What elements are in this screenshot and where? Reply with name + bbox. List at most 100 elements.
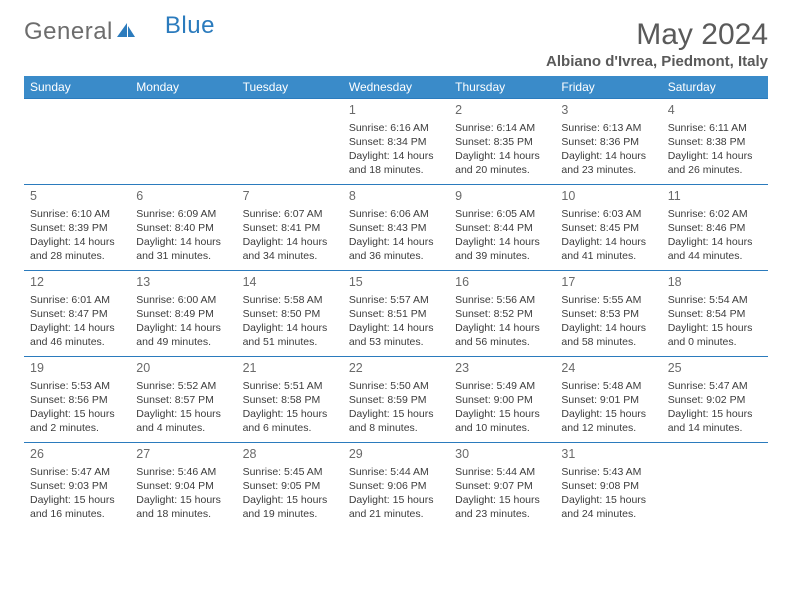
daylight-line: Daylight: 15 hours and 19 minutes. <box>243 493 337 521</box>
sunset-line: Sunset: 9:03 PM <box>30 479 124 493</box>
calendar-body: 1Sunrise: 6:16 AMSunset: 8:34 PMDaylight… <box>24 99 768 529</box>
calendar-day-cell: 28Sunrise: 5:45 AMSunset: 9:05 PMDayligh… <box>237 443 343 529</box>
day-number: 10 <box>561 188 655 205</box>
daylight-line: Daylight: 14 hours and 34 minutes. <box>243 235 337 263</box>
daylight-line: Daylight: 14 hours and 49 minutes. <box>136 321 230 349</box>
sunrise-line: Sunrise: 6:03 AM <box>561 207 655 221</box>
day-number: 7 <box>243 188 337 205</box>
daylight-line: Daylight: 15 hours and 12 minutes. <box>561 407 655 435</box>
sunrise-line: Sunrise: 5:47 AM <box>668 379 762 393</box>
sunset-line: Sunset: 9:05 PM <box>243 479 337 493</box>
sunset-line: Sunset: 8:49 PM <box>136 307 230 321</box>
sunrise-line: Sunrise: 5:49 AM <box>455 379 549 393</box>
sunrise-line: Sunrise: 6:10 AM <box>30 207 124 221</box>
daylight-line: Daylight: 15 hours and 6 minutes. <box>243 407 337 435</box>
weekday-header: Monday <box>130 76 236 99</box>
daylight-line: Daylight: 15 hours and 4 minutes. <box>136 407 230 435</box>
calendar-table: SundayMondayTuesdayWednesdayThursdayFrid… <box>24 76 768 529</box>
daylight-line: Daylight: 14 hours and 58 minutes. <box>561 321 655 349</box>
weekday-header: Sunday <box>24 76 130 99</box>
day-number: 3 <box>561 102 655 119</box>
calendar-day-cell: 27Sunrise: 5:46 AMSunset: 9:04 PMDayligh… <box>130 443 236 529</box>
day-number: 15 <box>349 274 443 291</box>
calendar-day-cell: 7Sunrise: 6:07 AMSunset: 8:41 PMDaylight… <box>237 185 343 271</box>
daylight-line: Daylight: 15 hours and 0 minutes. <box>668 321 762 349</box>
day-number: 1 <box>349 102 443 119</box>
day-number: 24 <box>561 360 655 377</box>
day-number: 18 <box>668 274 762 291</box>
calendar-week-row: 19Sunrise: 5:53 AMSunset: 8:56 PMDayligh… <box>24 357 768 443</box>
sunrise-line: Sunrise: 5:44 AM <box>349 465 443 479</box>
calendar-day-cell: 22Sunrise: 5:50 AMSunset: 8:59 PMDayligh… <box>343 357 449 443</box>
sunset-line: Sunset: 8:54 PM <box>668 307 762 321</box>
sunset-line: Sunset: 9:08 PM <box>561 479 655 493</box>
sunrise-line: Sunrise: 5:56 AM <box>455 293 549 307</box>
calendar-day-cell: 26Sunrise: 5:47 AMSunset: 9:03 PMDayligh… <box>24 443 130 529</box>
day-number: 12 <box>30 274 124 291</box>
calendar-day-cell: 21Sunrise: 5:51 AMSunset: 8:58 PMDayligh… <box>237 357 343 443</box>
calendar-day-cell: 29Sunrise: 5:44 AMSunset: 9:06 PMDayligh… <box>343 443 449 529</box>
sunrise-line: Sunrise: 6:01 AM <box>30 293 124 307</box>
sunset-line: Sunset: 9:07 PM <box>455 479 549 493</box>
month-title: May 2024 <box>546 18 768 51</box>
daylight-line: Daylight: 14 hours and 56 minutes. <box>455 321 549 349</box>
daylight-line: Daylight: 15 hours and 10 minutes. <box>455 407 549 435</box>
sunset-line: Sunset: 8:39 PM <box>30 221 124 235</box>
daylight-line: Daylight: 14 hours and 36 minutes. <box>349 235 443 263</box>
day-number: 5 <box>30 188 124 205</box>
day-number: 26 <box>30 446 124 463</box>
day-number: 4 <box>668 102 762 119</box>
sunrise-line: Sunrise: 6:00 AM <box>136 293 230 307</box>
daylight-line: Daylight: 14 hours and 46 minutes. <box>30 321 124 349</box>
weekday-header: Friday <box>555 76 661 99</box>
weekday-header: Wednesday <box>343 76 449 99</box>
sunrise-line: Sunrise: 5:47 AM <box>30 465 124 479</box>
calendar-empty-cell <box>24 99 130 185</box>
calendar-day-cell: 14Sunrise: 5:58 AMSunset: 8:50 PMDayligh… <box>237 271 343 357</box>
calendar-day-cell: 12Sunrise: 6:01 AMSunset: 8:47 PMDayligh… <box>24 271 130 357</box>
daylight-line: Daylight: 15 hours and 18 minutes. <box>136 493 230 521</box>
sunrise-line: Sunrise: 5:46 AM <box>136 465 230 479</box>
daylight-line: Daylight: 14 hours and 26 minutes. <box>668 149 762 177</box>
calendar-empty-cell <box>130 99 236 185</box>
sunset-line: Sunset: 8:56 PM <box>30 393 124 407</box>
sunrise-line: Sunrise: 5:44 AM <box>455 465 549 479</box>
sunset-line: Sunset: 9:00 PM <box>455 393 549 407</box>
calendar-day-cell: 25Sunrise: 5:47 AMSunset: 9:02 PMDayligh… <box>662 357 768 443</box>
sunset-line: Sunset: 8:34 PM <box>349 135 443 149</box>
sunset-line: Sunset: 8:44 PM <box>455 221 549 235</box>
sunset-line: Sunset: 8:45 PM <box>561 221 655 235</box>
sunrise-line: Sunrise: 6:11 AM <box>668 121 762 135</box>
calendar-day-cell: 15Sunrise: 5:57 AMSunset: 8:51 PMDayligh… <box>343 271 449 357</box>
daylight-line: Daylight: 15 hours and 23 minutes. <box>455 493 549 521</box>
day-number: 21 <box>243 360 337 377</box>
sunrise-line: Sunrise: 6:02 AM <box>668 207 762 221</box>
calendar-day-cell: 8Sunrise: 6:06 AMSunset: 8:43 PMDaylight… <box>343 185 449 271</box>
calendar-day-cell: 3Sunrise: 6:13 AMSunset: 8:36 PMDaylight… <box>555 99 661 185</box>
logo-text-blue: Blue <box>165 12 215 40</box>
weekday-header: Thursday <box>449 76 555 99</box>
sunset-line: Sunset: 9:04 PM <box>136 479 230 493</box>
sunset-line: Sunset: 9:02 PM <box>668 393 762 407</box>
sunrise-line: Sunrise: 6:07 AM <box>243 207 337 221</box>
sunrise-line: Sunrise: 6:16 AM <box>349 121 443 135</box>
daylight-line: Daylight: 14 hours and 41 minutes. <box>561 235 655 263</box>
calendar-day-cell: 11Sunrise: 6:02 AMSunset: 8:46 PMDayligh… <box>662 185 768 271</box>
daylight-line: Daylight: 15 hours and 8 minutes. <box>349 407 443 435</box>
daylight-line: Daylight: 14 hours and 18 minutes. <box>349 149 443 177</box>
sunset-line: Sunset: 8:52 PM <box>455 307 549 321</box>
calendar-empty-cell <box>237 99 343 185</box>
calendar-header-row: SundayMondayTuesdayWednesdayThursdayFrid… <box>24 76 768 99</box>
sunset-line: Sunset: 8:50 PM <box>243 307 337 321</box>
sunset-line: Sunset: 8:36 PM <box>561 135 655 149</box>
weekday-header: Saturday <box>662 76 768 99</box>
calendar-day-cell: 17Sunrise: 5:55 AMSunset: 8:53 PMDayligh… <box>555 271 661 357</box>
calendar-day-cell: 1 Sunrise: 6:16 AMSunset: 8:34 PMDaylight… <box>343 99 449 185</box>
sunset-line: Sunset: 8:35 PM <box>455 135 549 149</box>
brand-logo: General Blue <box>24 18 215 46</box>
logo-text-gray: General <box>24 18 113 46</box>
page-header: General Blue May 2024 Albiano d'Ivrea, P… <box>24 18 768 70</box>
calendar-day-cell: 20Sunrise: 5:52 AMSunset: 8:57 PMDayligh… <box>130 357 236 443</box>
calendar-week-row: 26 Sunrise: 5:47 AMSunset: 9:03 PM Dayligh… <box>24 443 768 529</box>
sunrise-line: Sunrise: 5:48 AM <box>561 379 655 393</box>
